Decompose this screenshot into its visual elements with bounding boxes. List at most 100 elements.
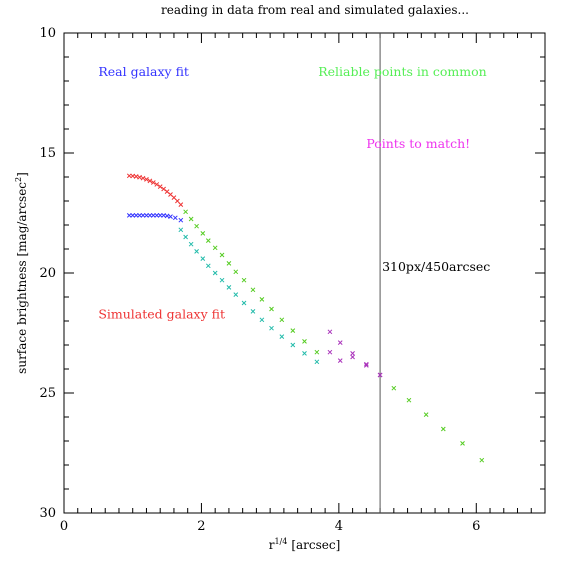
data-point bbox=[314, 359, 320, 365]
data-point bbox=[233, 292, 239, 297]
data-point bbox=[205, 238, 211, 243]
y-axis-label: surface brightness [mag/arcsec2] bbox=[14, 172, 29, 374]
y-tick-label: 15 bbox=[39, 146, 56, 161]
data-point bbox=[164, 213, 170, 219]
vertical-line-group: 310px/450arcsec bbox=[379, 33, 490, 513]
data-point bbox=[126, 213, 132, 218]
data-point bbox=[130, 213, 136, 218]
data-point bbox=[279, 334, 285, 339]
data-point bbox=[279, 317, 285, 323]
data-point bbox=[219, 252, 225, 258]
data-point bbox=[337, 358, 343, 363]
data-point bbox=[302, 339, 307, 344]
series-group bbox=[183, 209, 320, 355]
data-point bbox=[188, 241, 194, 247]
data-point bbox=[269, 306, 274, 312]
data-point bbox=[154, 182, 160, 187]
annotation-label: Real galaxy fit bbox=[98, 64, 189, 79]
data-point bbox=[440, 426, 446, 432]
data-point bbox=[168, 214, 173, 219]
data-point bbox=[212, 270, 218, 276]
data-point bbox=[194, 249, 199, 254]
data-point bbox=[460, 441, 465, 446]
data-point bbox=[363, 361, 369, 367]
data-point bbox=[233, 269, 239, 275]
x-tick-label: 2 bbox=[197, 519, 205, 534]
data-point bbox=[250, 287, 256, 293]
data-point bbox=[137, 174, 142, 180]
data-point bbox=[479, 457, 485, 463]
series-group bbox=[178, 227, 320, 365]
data-point bbox=[157, 184, 163, 189]
data-point bbox=[363, 363, 369, 368]
data-point bbox=[171, 195, 177, 200]
data-point bbox=[241, 277, 247, 283]
data-point bbox=[144, 177, 149, 182]
data-point bbox=[290, 342, 296, 348]
x-tick-label: 4 bbox=[335, 519, 343, 534]
annotations: Real galaxy fit Reliable points in common… bbox=[98, 64, 486, 321]
data-point bbox=[178, 227, 184, 233]
chart-title: reading in data from real and simulated … bbox=[161, 3, 469, 17]
data-point bbox=[290, 328, 296, 333]
y-axis-label-end: ] bbox=[15, 172, 29, 177]
x-tick-label: 6 bbox=[472, 519, 480, 534]
data-point bbox=[259, 317, 265, 323]
data-point bbox=[250, 309, 256, 314]
data-point bbox=[200, 231, 206, 236]
data-point bbox=[183, 209, 188, 215]
annotation-label: Simulated galaxy fit bbox=[98, 307, 225, 322]
data-point bbox=[137, 213, 142, 218]
data-point bbox=[226, 261, 232, 266]
data-points bbox=[126, 173, 485, 463]
data-point bbox=[161, 186, 166, 192]
data-point bbox=[178, 217, 184, 223]
data-point bbox=[212, 245, 218, 251]
data-point bbox=[144, 213, 149, 218]
data-point bbox=[150, 213, 156, 218]
data-point bbox=[327, 349, 333, 355]
annotation-label: Reliable points in common bbox=[318, 64, 486, 79]
vertical-line-label: 310px/450arcsec bbox=[382, 259, 490, 274]
data-point bbox=[226, 285, 232, 290]
data-point bbox=[194, 223, 199, 229]
data-point bbox=[302, 351, 307, 356]
annotation-label: Points to match! bbox=[366, 136, 470, 151]
data-point bbox=[423, 412, 429, 417]
x-axis-label-main: r bbox=[269, 538, 275, 552]
y-tick-label: 25 bbox=[39, 386, 56, 401]
data-point bbox=[157, 213, 163, 218]
tick-labels: 0 2 4 6 10 15 20 25 30 bbox=[39, 26, 480, 534]
y-tick-label: 30 bbox=[39, 506, 56, 521]
data-point bbox=[314, 349, 320, 355]
data-point bbox=[350, 354, 355, 360]
y-tick-label: 10 bbox=[39, 26, 56, 41]
data-point bbox=[259, 297, 265, 302]
data-point bbox=[183, 234, 188, 240]
data-point bbox=[150, 180, 156, 185]
data-point bbox=[337, 340, 343, 345]
x-axis-label-sup: 1/4 bbox=[274, 537, 287, 546]
x-axis-label-unit: [arcsec] bbox=[291, 538, 340, 552]
data-point bbox=[205, 263, 211, 269]
y-axis-label-main: surface brightness [mag/arcsec bbox=[15, 182, 29, 374]
data-point bbox=[406, 397, 412, 403]
data-point bbox=[188, 216, 194, 222]
series-group bbox=[126, 213, 184, 223]
data-point bbox=[140, 213, 146, 218]
data-point bbox=[178, 202, 184, 207]
series-group bbox=[126, 173, 184, 207]
data-point bbox=[133, 174, 139, 179]
series-group bbox=[327, 329, 383, 378]
data-point bbox=[241, 300, 247, 306]
x-axis-label: r1/4 [arcsec] bbox=[269, 537, 341, 552]
data-point bbox=[327, 329, 333, 335]
data-point bbox=[377, 372, 383, 378]
data-point bbox=[147, 213, 153, 218]
data-point bbox=[350, 351, 355, 356]
data-point bbox=[269, 325, 274, 331]
data-point bbox=[200, 256, 206, 261]
data-point bbox=[391, 385, 397, 391]
